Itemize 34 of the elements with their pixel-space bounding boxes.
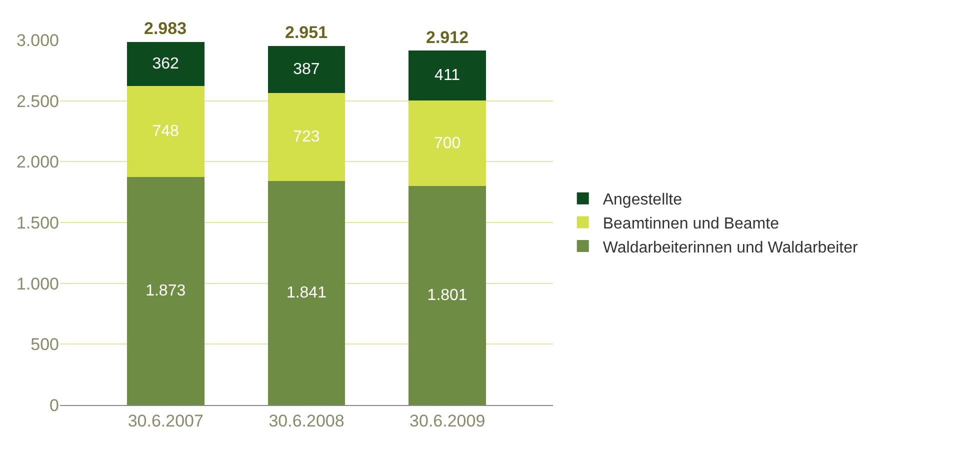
y-tick-label: 2.500 — [16, 92, 59, 111]
bar — [268, 93, 346, 182]
bar — [408, 50, 486, 101]
data-label: 1.841 — [286, 284, 327, 302]
y-tick-label: 1.000 — [16, 274, 59, 294]
y-tick-label: 500 — [30, 335, 59, 354]
bar — [268, 46, 346, 94]
y-tick-label: 0 — [50, 396, 59, 415]
data-label: 748 — [152, 123, 180, 140]
total-label: 2.951 — [285, 23, 328, 42]
bar — [408, 100, 486, 186]
y-tick-label: 1.500 — [16, 213, 59, 232]
data-label: 723 — [293, 128, 320, 146]
bar — [408, 186, 486, 405]
total-label: 2.983 — [144, 19, 187, 38]
x-tick-label: 30.6.2008 — [268, 411, 344, 430]
data-label: 387 — [293, 61, 320, 78]
data-label: 411 — [434, 67, 460, 84]
data-label: 362 — [152, 56, 180, 73]
x-tick-label: 30.6.2009 — [410, 411, 486, 430]
legend-label: Waldarbeiterinnen und Waldarbeiter — [602, 239, 858, 256]
y-tick-label: 2.000 — [16, 152, 59, 172]
bar — [126, 177, 204, 405]
data-label: 1.801 — [427, 286, 468, 304]
data-label: 700 — [434, 134, 461, 152]
y-tick-label: 3.000 — [16, 30, 59, 50]
bar — [126, 42, 204, 86]
total-label: 2.912 — [426, 28, 469, 47]
bar — [268, 181, 346, 405]
data-label: 1.873 — [146, 282, 186, 300]
legend-label: Angestellte — [602, 192, 682, 209]
bar — [126, 86, 204, 178]
legend-label: Beamtinnen und Beamte — [602, 215, 780, 232]
x-tick-label: 30.6.2007 — [128, 411, 204, 430]
